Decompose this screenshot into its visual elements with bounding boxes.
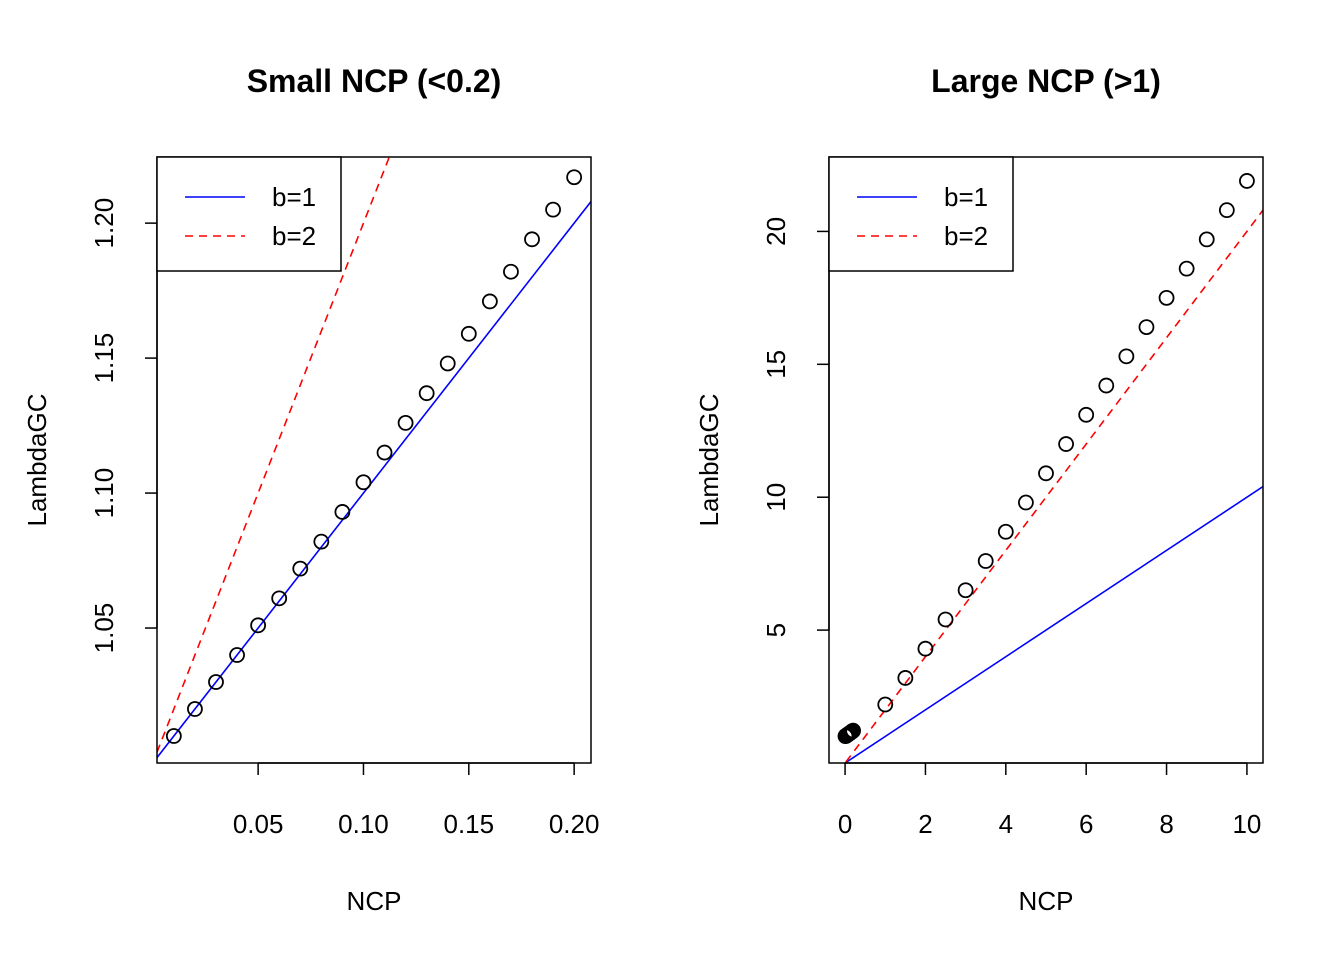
y-axis-label: LambdaGC [694, 394, 724, 527]
data-point [418, 385, 435, 402]
x-tick-label: 8 [1159, 809, 1173, 839]
data-point [397, 414, 414, 431]
series-line-b2 [157, 157, 391, 753]
panel-large-ncp: Large NCP (>1) NCP LambdaGC 0 2 4 6 8 10 5 10 15… [694, 63, 1264, 916]
data-point [524, 231, 540, 248]
data-point [271, 590, 288, 607]
y-tick-label: 20 [761, 217, 791, 246]
x-tick-label: 2 [918, 809, 932, 839]
x-tick-label: 10 [1232, 809, 1261, 839]
data-point [439, 355, 456, 372]
data-point [1098, 377, 1115, 394]
x-axis-label: NCP [1019, 886, 1074, 916]
legend-label-b2: b=2 [272, 221, 316, 251]
data-point [355, 474, 372, 491]
x-tick-label: 6 [1079, 809, 1093, 839]
x-tick-label: 0.05 [233, 809, 284, 839]
data-point [1118, 348, 1135, 365]
data-point [997, 523, 1014, 540]
panel-title: Large NCP (>1) [931, 63, 1161, 99]
y-tick-label: 1.20 [89, 198, 119, 249]
data-point [1158, 289, 1175, 306]
series-line-b2 [844, 209, 1263, 763]
y-tick-label: 10 [761, 483, 791, 512]
y-tick-label: 15 [761, 350, 791, 379]
panel-title: Small NCP (<0.2) [247, 63, 502, 99]
x-tick-label: 0.15 [444, 809, 495, 839]
plot-area: 0 2 4 6 8 10 5 10 15 20 [761, 156, 1264, 839]
data-point [187, 701, 203, 717]
data-point [1218, 202, 1235, 219]
y-axis-label: LambdaGC [22, 394, 52, 527]
data-point [376, 444, 393, 461]
data-point [1239, 173, 1255, 189]
data-point [229, 647, 245, 663]
panel-small-ncp: Small NCP (<0.2) NCP LambdaGC 0.05 0.10 0.… [22, 63, 600, 916]
data-point [313, 533, 330, 550]
data-point [545, 201, 561, 218]
data-point [566, 169, 583, 186]
data-point [292, 560, 309, 577]
y-tick-label: 5 [761, 623, 791, 637]
data-point [1018, 494, 1034, 511]
x-tick-label: 0.20 [549, 809, 600, 839]
data-point [877, 696, 894, 713]
data-point [481, 293, 498, 310]
data-point [977, 553, 994, 569]
data-point [208, 674, 224, 690]
legend: b=1 b=2 [828, 156, 1014, 272]
data-point [845, 722, 862, 739]
y-tick-label: 1.10 [89, 468, 119, 519]
y-tick-label: 1.05 [89, 603, 119, 654]
data-point [937, 611, 954, 628]
series-line-b1 [157, 201, 591, 759]
legend-label-b2: b=2 [944, 221, 988, 251]
data-point [503, 263, 519, 280]
series-line-b1 [843, 485, 1263, 763]
x-axis-label: NCP [347, 886, 402, 916]
legend-label-b1: b=1 [944, 182, 988, 212]
data-point [334, 504, 351, 520]
data-point [165, 728, 182, 744]
y-tick-label: 1.15 [89, 333, 119, 384]
legend-box [156, 156, 342, 272]
data-point [460, 325, 477, 342]
data-point [1198, 231, 1215, 248]
x-tick-label: 4 [999, 809, 1013, 839]
data-point [897, 670, 914, 686]
data-point [1178, 260, 1195, 277]
data-point [1038, 465, 1054, 482]
data-point [957, 582, 974, 599]
data-point [1058, 436, 1074, 452]
data-point [1078, 406, 1095, 423]
plot-area: 0.05 0.10 0.15 0.20 1.05 1.10 1.15 1.20 [89, 156, 600, 839]
data-point [250, 617, 267, 634]
data-point [917, 640, 934, 657]
x-tick-label: 0 [838, 809, 852, 839]
legend-box [828, 156, 1014, 272]
data-point [1138, 319, 1155, 336]
legend-label-b1: b=1 [272, 182, 316, 212]
x-tick-label: 0.10 [338, 809, 389, 839]
legend: b=1 b=2 [156, 156, 342, 272]
